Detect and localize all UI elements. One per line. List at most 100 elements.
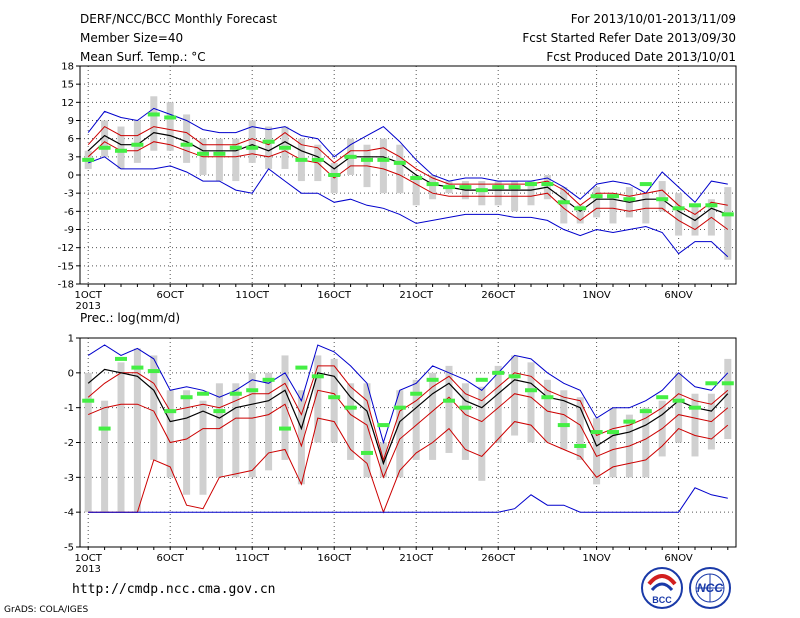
ensemble-range-bar xyxy=(133,120,141,163)
y-tick-label: 15 xyxy=(61,80,74,91)
series-max-line xyxy=(87,344,729,445)
median-mark xyxy=(639,182,652,187)
median-mark xyxy=(246,388,259,393)
grads-credit: GrADS: COLA/IGES xyxy=(4,605,89,615)
ensemble-range-bar xyxy=(379,138,387,194)
median-mark xyxy=(344,154,357,159)
series-upper-line xyxy=(87,365,729,462)
median-mark xyxy=(607,194,619,199)
median-mark xyxy=(229,145,242,150)
ensemble-range-bar xyxy=(330,358,338,443)
ensemble-range-bar xyxy=(511,355,519,436)
ensemble-range-bar xyxy=(265,372,273,471)
series-upper-line xyxy=(87,125,728,215)
precip-panel-title: Prec.: log(mm/d) xyxy=(80,311,181,325)
x-year-label: 2013 xyxy=(75,301,100,312)
x-tick-label: 26OCT xyxy=(481,553,516,564)
median-mark xyxy=(459,185,472,190)
x-tick-label: 1OCT xyxy=(75,553,103,564)
ensemble-range-bar xyxy=(166,390,174,478)
median-mark xyxy=(311,374,324,379)
y-tick-label: -5 xyxy=(64,543,74,554)
ensemble-range-bar xyxy=(724,358,732,440)
median-mark xyxy=(131,142,144,147)
variable-label: Mean Surf. Temp.: °C xyxy=(80,50,206,64)
ensemble-range-bar xyxy=(314,355,322,443)
ensemble-range-bar xyxy=(560,390,568,450)
ensemble-range-bar xyxy=(183,390,191,495)
median-mark xyxy=(328,173,341,177)
median-mark xyxy=(656,395,669,400)
ensemble-range-bar xyxy=(576,397,584,460)
median-mark xyxy=(557,423,570,428)
median-mark xyxy=(131,365,144,370)
median-mark xyxy=(115,148,127,153)
y-tick-label: 9 xyxy=(68,116,74,127)
median-mark xyxy=(410,176,423,181)
series-mean-line xyxy=(87,368,729,466)
median-mark xyxy=(656,197,669,202)
ensemble-range-bar xyxy=(429,175,437,200)
median-mark xyxy=(574,443,587,448)
ensemble-range-bar xyxy=(642,407,650,478)
median-mark xyxy=(82,398,95,403)
median-mark xyxy=(525,182,537,187)
ensemble-range-bar xyxy=(215,138,223,182)
median-mark xyxy=(639,409,652,414)
x-tick-label: 16OCT xyxy=(317,290,352,301)
median-mark xyxy=(492,370,505,375)
median-mark xyxy=(82,157,95,162)
y-tick-label: 0 xyxy=(68,368,74,379)
ensemble-range-bar xyxy=(527,362,535,443)
member-size: Member Size=40 xyxy=(80,31,184,45)
ensemble-range-bar xyxy=(675,193,683,236)
median-mark xyxy=(557,200,570,205)
ensemble-range-bar xyxy=(724,187,732,260)
median-mark xyxy=(229,391,242,396)
median-mark xyxy=(197,151,209,156)
ensemble-range-bar xyxy=(150,355,158,460)
forecast-period: For 2013/10/01-2013/11/09 xyxy=(570,12,736,26)
y-tick-label: -6 xyxy=(64,207,74,218)
ensemble-range-bar xyxy=(117,126,125,169)
x-tick-label: 6OCT xyxy=(157,553,185,564)
x-tick-label: 1NOV xyxy=(582,553,611,564)
median-mark xyxy=(213,409,226,414)
median-mark xyxy=(541,395,554,400)
fcst-produced-date: Fcst Produced Date 2013/10/01 xyxy=(546,50,736,64)
median-mark xyxy=(197,391,209,396)
x-year-label: 2013 xyxy=(75,564,100,575)
median-mark xyxy=(623,419,636,424)
median-mark xyxy=(410,391,423,396)
ensemble-range-bar xyxy=(101,120,109,157)
median-mark xyxy=(705,381,718,386)
median-mark xyxy=(623,197,636,202)
y-tick-label: 3 xyxy=(68,152,74,163)
median-mark xyxy=(147,369,160,374)
series-lower-line xyxy=(88,389,729,479)
y-tick-label: -3 xyxy=(64,189,74,200)
median-mark xyxy=(721,212,734,217)
ncc-logo-text: NCC xyxy=(697,581,723,595)
series-max-line xyxy=(87,107,728,204)
ensemble-range-bar xyxy=(478,181,486,206)
median-mark xyxy=(393,160,406,165)
y-tick-label: 1 xyxy=(68,334,74,345)
ensemble-range-bar xyxy=(265,126,273,169)
median-mark xyxy=(98,145,111,150)
x-tick-label: 1NOV xyxy=(582,290,611,301)
median-mark xyxy=(115,356,127,361)
median-mark xyxy=(607,430,619,435)
source-url[interactable]: http://cmdp.ncc.cma.gov.cn xyxy=(72,582,276,597)
y-tick-label: -2 xyxy=(64,438,74,449)
y-tick-label: -4 xyxy=(64,508,74,519)
median-mark xyxy=(508,185,521,190)
ncc-logo: NCC xyxy=(689,567,731,609)
ensemble-range-bar xyxy=(527,181,535,206)
ensemble-range-bar xyxy=(593,187,601,218)
median-mark xyxy=(279,145,291,150)
y-tick-label: 12 xyxy=(61,98,74,109)
median-mark xyxy=(295,157,308,162)
x-tick-label: 21OCT xyxy=(399,553,434,564)
median-mark xyxy=(672,206,685,211)
